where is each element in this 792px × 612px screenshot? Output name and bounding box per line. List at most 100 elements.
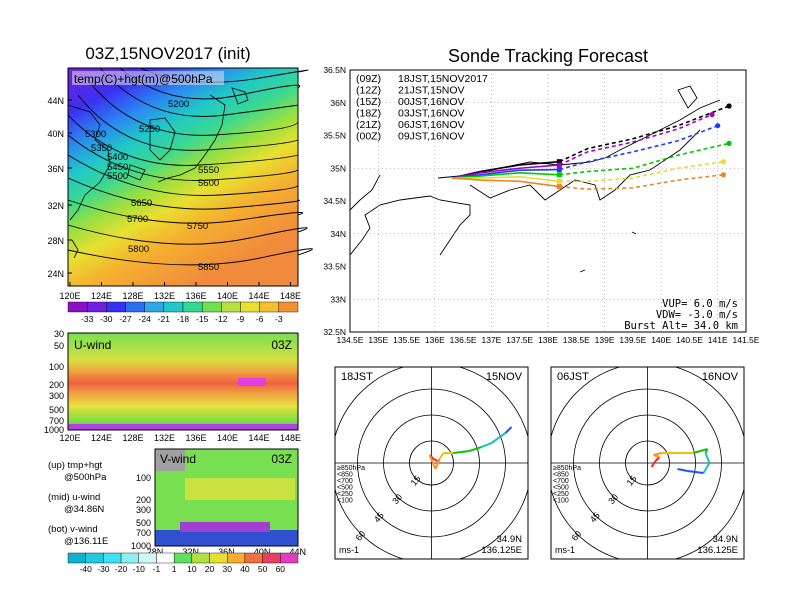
- legend-time: 21JST,15NOV: [398, 85, 465, 97]
- pressure-tick-label: 30: [54, 329, 64, 339]
- lat-tick-label: 28N: [147, 547, 164, 557]
- pressure-tick-label: 100: [49, 362, 64, 372]
- lon-tick-label: 140E: [217, 291, 238, 301]
- colorbar-cell: [173, 552, 193, 564]
- hodo-trace: [428, 426, 513, 470]
- pressure-tick-label: 1000: [44, 425, 64, 435]
- hodograph-06jst: 15 30 45 60 ≥850hPa<850<700<500<250<100 06JST…: [550, 366, 745, 560]
- hodo-time: 06JST: [557, 371, 589, 383]
- lat-tick-label: 32N: [182, 547, 199, 557]
- colorbar-tick-label: -30: [100, 314, 113, 324]
- left-map-frame: [67, 67, 299, 287]
- ring-label: 30: [390, 492, 404, 506]
- pressure-tick-label: 50: [54, 341, 64, 351]
- legend-time: 03JST,16NOV: [398, 108, 465, 120]
- colorbar-tick-label: -1: [153, 564, 161, 574]
- lon-tick-label: 138.5E: [563, 335, 590, 345]
- hodo-trace: [650, 448, 711, 474]
- v-wind-band: [185, 478, 295, 500]
- colorbar-cell: [156, 552, 175, 564]
- colorbar-cell: [103, 552, 122, 564]
- colorbar-tick-label: -12: [215, 314, 228, 324]
- hodo-time: 18JST: [341, 371, 373, 383]
- burst-point: [715, 123, 721, 129]
- lon-tick-label: 135.5E: [393, 335, 420, 345]
- lat-tick-label: 44N: [290, 547, 307, 557]
- lat-tick-label: 28N: [47, 236, 64, 246]
- hodo-segment: [704, 448, 709, 454]
- land-outline: [67, 87, 249, 259]
- hodograph-18jst: 15 30 45 60 ≥850hPa<850<700<500<250<100 18JST…: [334, 366, 529, 560]
- colorbar-tick-label: -20: [115, 564, 128, 574]
- track-frame: [349, 69, 747, 333]
- wind-colorbar: -40 -30 -20 -10 -1 1 10 20 30 40 50 60: [67, 552, 299, 574]
- colorbar-cell: [138, 552, 157, 564]
- colorbar-tick-label: -33: [81, 314, 94, 324]
- colorbar-tick-label: -27: [119, 314, 132, 324]
- v-wind-frame: [154, 448, 299, 547]
- hodo-pressure-legend: ≥850hPa<850<700<500<250<100: [337, 465, 365, 505]
- ring-label: 45: [588, 510, 602, 524]
- contour-label: 5600: [198, 178, 219, 189]
- hodo-units: ms-1: [339, 545, 359, 555]
- lat-tick-label: 32.5N: [323, 327, 346, 337]
- pressure-legend-item: <100: [553, 498, 569, 505]
- note-line: (bot) v-wind: [48, 524, 98, 535]
- lat-tick-label: 40N: [47, 129, 64, 139]
- contour-label: 5800: [128, 244, 149, 255]
- contour-label: 5400: [107, 152, 128, 163]
- hodo-pressure-legend: ≥850hPa<850<700<500<250<100: [553, 465, 581, 505]
- lon-tick-label: 144E: [248, 433, 269, 443]
- track-line-dashed: [558, 105, 730, 163]
- colorbar-tick-label: -3: [275, 314, 283, 324]
- left-map-title: 03Z,15NOV2017 (init): [85, 44, 250, 63]
- pressure-tick-label: 1000: [131, 541, 151, 551]
- hodo-segment: [650, 460, 657, 468]
- left-map-lat-ticks: 44N 40N 36N 32N 28N 24N: [47, 96, 72, 279]
- hodo-segment: [687, 470, 704, 474]
- hodo-segment: [433, 458, 438, 462]
- lon-tick-label: 120E: [59, 291, 80, 301]
- hodo-segment: [653, 452, 662, 456]
- track-lat-ticks: 36.5N 36N 35.5N 35N 34.5N 34N 33.5N 33N 32.5N: [323, 65, 346, 337]
- lon-tick-label: 124E: [91, 291, 112, 301]
- colorbar-cell: [191, 552, 210, 564]
- float-marker: [556, 167, 562, 173]
- colorbar-tick-label: -6: [256, 314, 264, 324]
- pressure-tick-label: 300: [136, 505, 151, 515]
- track-line-dashed: [559, 174, 724, 191]
- colorbar-cell: [280, 552, 299, 564]
- param-burst: Burst Alt= 34.0 km: [624, 320, 738, 332]
- lon-tick-label: 137.5E: [506, 335, 533, 345]
- hodo-segment: [702, 462, 711, 474]
- contour-label: 5300: [85, 129, 106, 140]
- colorbar-tick-label: 1: [172, 564, 177, 574]
- colorbar-tick-label: -15: [196, 314, 209, 324]
- hodo-units: ms-1: [555, 545, 575, 555]
- track-lon-ticks: 134.5E 135E 135.5E 136E 136.5E 137E 137.5E 138E…: [337, 335, 760, 345]
- colorbar-tick-label: -10: [133, 564, 146, 574]
- lon-tick-label: 136E: [185, 291, 206, 301]
- lon-tick-label: 148E: [280, 291, 301, 301]
- lat-tick-label: 34N: [330, 229, 346, 239]
- legend-run: (18Z): [356, 108, 381, 120]
- float-marker: [556, 172, 562, 178]
- hodo-lon: 136.125E: [481, 545, 522, 556]
- colorbar-cell: [201, 301, 222, 313]
- float-marker: [556, 178, 562, 184]
- hodo-lat: 34.9N: [713, 534, 738, 545]
- pressure-tick-label: 500: [49, 405, 64, 415]
- ring-label: 60: [569, 529, 583, 543]
- track-line-dashed: [558, 113, 713, 166]
- colorbar-cell: [120, 552, 139, 564]
- hodo-segment: [438, 452, 445, 460]
- ring-label: 60: [353, 529, 367, 543]
- colorbar-cell: [85, 552, 104, 564]
- pressure-legend-item: <500: [337, 485, 353, 492]
- colorbar-cell: [125, 301, 145, 313]
- left-map-lon-ticks: 120E 124E 128E 132E 136E 140E 144E 148E: [59, 282, 301, 301]
- u-wind-jet-core: [238, 378, 266, 386]
- hodo-segment: [704, 452, 711, 464]
- pressure-legend-item: <500: [553, 485, 569, 492]
- colorbar-tick-label: -30: [97, 564, 110, 574]
